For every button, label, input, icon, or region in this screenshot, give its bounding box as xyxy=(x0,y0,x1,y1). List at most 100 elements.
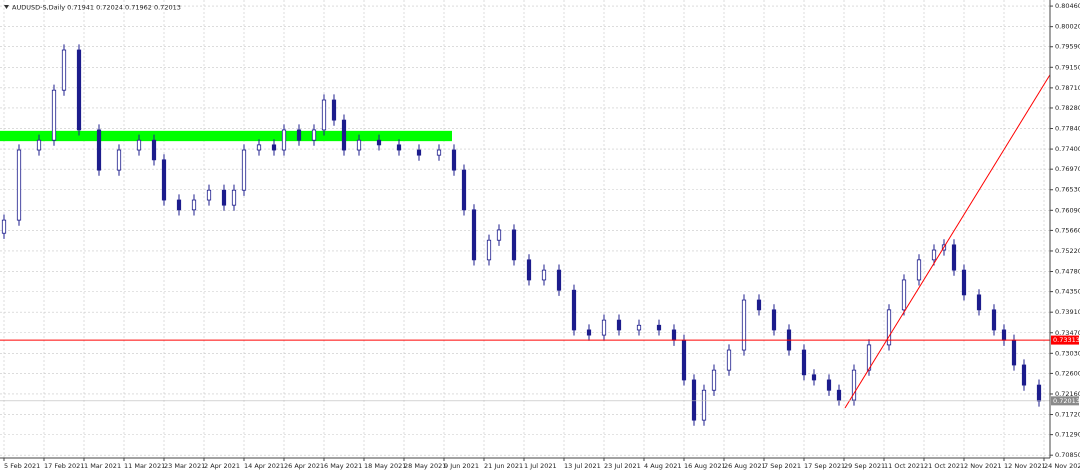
candle-body xyxy=(151,139,157,161)
candle-body xyxy=(61,49,67,91)
x-tick-label: 18 May 2021 xyxy=(364,462,406,470)
grid xyxy=(0,0,1050,458)
candle-body xyxy=(76,49,82,131)
y-tick-label: 0.75220 xyxy=(1055,247,1080,255)
candle-body xyxy=(331,99,337,121)
candle-body xyxy=(541,269,547,281)
x-tick-label: 23 Jul 2021 xyxy=(604,462,641,470)
last-price-label: 0.72013 xyxy=(1053,397,1080,405)
candle-body xyxy=(801,349,807,376)
candle-body xyxy=(356,139,362,151)
x-tick-label: 12 Nov 2021 xyxy=(1004,462,1046,470)
level-price-box xyxy=(1051,335,1079,345)
candle-body xyxy=(1,219,7,234)
x-tick-label: 7 Sep 2021 xyxy=(764,462,801,470)
y-tick-label: 0.73030 xyxy=(1055,349,1080,357)
y-tick-label: 0.77840 xyxy=(1055,125,1080,133)
candle-body xyxy=(1001,329,1007,341)
candle-body xyxy=(1021,364,1027,386)
y-tick-label: 0.73470 xyxy=(1055,329,1080,337)
candle-body xyxy=(571,289,577,331)
x-tick-label: 26 Aug 2021 xyxy=(724,462,766,470)
y-tick-label: 0.80020 xyxy=(1055,23,1080,31)
candle-body xyxy=(321,99,327,131)
candle-body xyxy=(636,324,642,331)
x-tick-label: 1 Jul 2021 xyxy=(524,462,557,470)
x-tick-label: 5 Feb 2021 xyxy=(4,462,40,470)
x-tick-label: 24 Nov 2021 xyxy=(1044,462,1080,470)
candle-body xyxy=(851,369,857,401)
trendline xyxy=(844,74,1051,409)
x-tick-label: 29 Sep 2021 xyxy=(844,462,885,470)
last-price-box xyxy=(1051,396,1079,406)
y-tick-label: 0.76090 xyxy=(1055,206,1080,214)
candle-body xyxy=(471,209,477,261)
candle-body xyxy=(701,389,707,421)
candle-body xyxy=(461,169,467,211)
candle-body xyxy=(601,319,607,336)
candle-body xyxy=(191,199,197,211)
candle-body xyxy=(811,374,817,381)
zone xyxy=(0,130,452,142)
x-tick-label: 23 Mar 2021 xyxy=(164,462,205,470)
candle-body xyxy=(376,139,382,146)
chart-title: AUDUSD-S,Daily 0.71941 0.72024 0.71962 0… xyxy=(12,4,181,12)
candle-body xyxy=(931,249,937,261)
x-tick-label: 21 Jun 2021 xyxy=(484,462,523,470)
candle-body xyxy=(741,299,747,351)
x-tick-label: 28 May 2021 xyxy=(404,462,446,470)
candle-body xyxy=(916,259,922,281)
candle-body xyxy=(756,299,762,311)
candle-body xyxy=(681,339,687,381)
candle-body xyxy=(206,189,212,201)
candle-body xyxy=(1036,384,1042,402)
candle-body xyxy=(726,349,732,371)
y-tick-label: 0.74780 xyxy=(1055,268,1080,276)
candle-body xyxy=(711,369,717,391)
y-tick-label: 0.74350 xyxy=(1055,288,1080,296)
y-tick-label: 0.77400 xyxy=(1055,145,1080,153)
candle-body xyxy=(616,319,622,331)
candle-body xyxy=(161,159,167,201)
dropdown-icon[interactable] xyxy=(4,5,9,9)
x-tick-label: 17 Sep 2021 xyxy=(804,462,845,470)
candle-body xyxy=(486,239,492,261)
y-tick-label: 0.73910 xyxy=(1055,308,1080,316)
x-tick-label: 21 Oct 2021 xyxy=(924,462,964,470)
candle-body xyxy=(416,149,422,156)
y-tick-label: 0.78280 xyxy=(1055,104,1080,112)
candle-body xyxy=(231,189,237,206)
candle-body xyxy=(281,129,287,151)
y-tick-label: 0.72160 xyxy=(1055,390,1080,398)
y-tick-label: 0.71720 xyxy=(1055,411,1080,419)
x-tick-label: 13 Jul 2021 xyxy=(564,462,601,470)
y-tick-label: 0.79150 xyxy=(1055,63,1080,71)
labels: 0.80460 0.80020 0.79590 0.79150 0.78710 0.782… xyxy=(3,2,1080,470)
candle-body xyxy=(396,144,402,151)
candle-body xyxy=(341,119,347,151)
y-tick-label: 0.80460 xyxy=(1055,2,1080,10)
candle-body xyxy=(1011,339,1017,366)
x-tick-label: 17 Feb 2021 xyxy=(44,462,84,470)
candle-body xyxy=(991,309,997,331)
y-tick-label: 0.71290 xyxy=(1055,431,1080,439)
y-tick-label: 0.76530 xyxy=(1055,186,1080,194)
candle-body xyxy=(256,144,262,151)
candle-body xyxy=(96,129,102,171)
candle-body xyxy=(526,259,532,281)
candle-body xyxy=(656,324,662,331)
candle-body xyxy=(36,139,42,151)
x-tick-label: 26 Apr 2021 xyxy=(284,462,324,470)
candle-body xyxy=(961,269,967,296)
marks xyxy=(0,44,1051,426)
candle-body xyxy=(826,379,832,391)
candle-body xyxy=(16,149,22,221)
candle-body xyxy=(116,149,122,171)
x-tick-label: 9 Jun 2021 xyxy=(444,462,479,470)
candle-body xyxy=(176,199,182,211)
candle-body xyxy=(556,269,562,291)
y-tick-label: 0.72600 xyxy=(1055,369,1080,377)
x-tick-label: 4 Aug 2021 xyxy=(644,462,682,470)
candle-body xyxy=(511,229,517,261)
candle-body xyxy=(976,294,982,311)
